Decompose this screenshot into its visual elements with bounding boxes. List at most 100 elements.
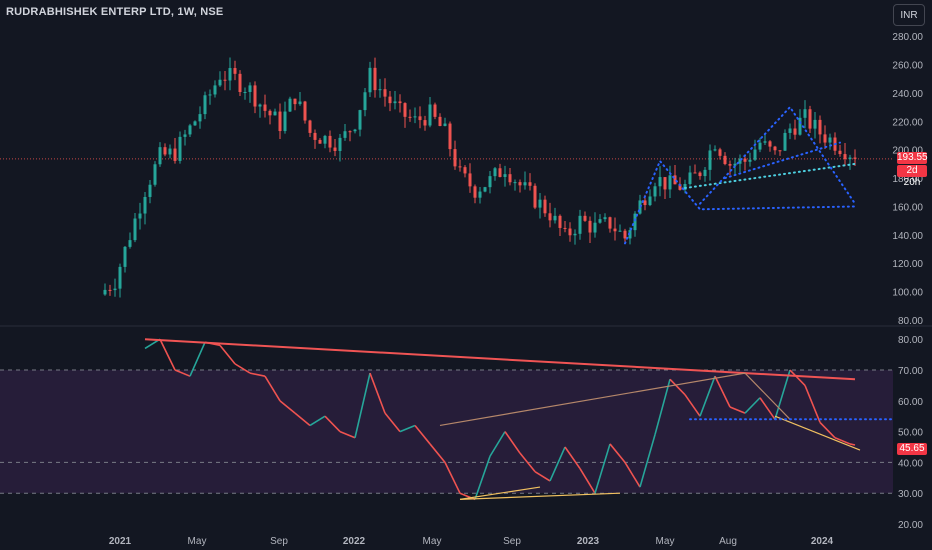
currency-button[interactable]: INR [893,4,925,26]
candle-body [118,266,122,289]
candle-body [808,109,812,129]
candle-body [408,116,412,118]
candle-body [508,174,512,183]
rsi-line-segment [324,415,341,433]
rsi-line-segment [744,397,761,414]
candle-body [233,68,237,74]
candle-body [528,182,532,186]
rsi-axis-tick: 20.00 [898,520,923,531]
rsi-axis-tick: 80.00 [898,335,923,346]
candle-body [718,149,722,156]
rsi-axis-tick: 70.00 [898,366,923,377]
rsi-value-label: 45.65 [897,443,927,455]
candle-body [783,132,787,151]
candle-body [653,186,657,197]
price-axis-tick: 260.00 [892,61,923,72]
rsi-axis-tick: 30.00 [898,489,923,500]
rsi-line-segment [249,372,266,377]
candle-body [583,215,587,221]
rsi-line-segment [579,468,596,494]
candle-body [843,154,847,160]
rsi-line-segment [804,385,821,423]
price-dotted-trendline [699,105,856,205]
candle-body [713,149,717,151]
candle-body [623,230,627,239]
candle-body [673,175,677,185]
candle-body [403,103,407,117]
candle-body [663,177,667,190]
price-axis-tick: 240.00 [892,89,923,100]
rsi-line-segment [669,378,686,396]
candle-body [558,215,562,228]
time-axis-tick: 2024 [811,536,834,547]
candle-body [758,142,762,150]
candle-body [458,166,462,168]
candle-body [588,220,592,233]
candle-body [483,187,487,192]
price-axis-tick: 100.00 [892,288,923,299]
candle-body [183,134,187,137]
rsi-line-segment [594,443,611,494]
rsi-line-segment [189,341,206,377]
candle-body [433,104,437,117]
candle-body [548,213,552,221]
candle-body [328,135,332,148]
candle-body [773,146,777,151]
candle-body [153,164,157,185]
candle-body [563,227,567,229]
candle-body [463,167,467,174]
rsi-line-segment [564,446,581,470]
candle-body [788,128,792,133]
time-axis-tick: 2021 [109,536,132,547]
candle-body [533,185,537,208]
rsi-line-segment [279,400,296,414]
symbol-title: RUDRABHISHEK ENTERP LTD, 1W, NSE [6,6,224,18]
rsi-trendline [459,492,621,500]
candle-body [203,95,207,115]
candle-body [728,164,732,166]
candle-body [428,104,432,126]
price-dotted-trendline [724,141,841,180]
candle-body [373,67,377,91]
candle-body [613,228,617,232]
candle-body [793,128,797,135]
candle-body [258,104,262,107]
rsi-trendline [744,372,791,420]
candle-body [343,131,347,138]
candle-body [163,147,167,155]
candle-body [353,129,357,132]
candle-body [633,213,637,231]
time-axis-tick: May [188,536,207,547]
candle-body [823,134,827,143]
candle-body [208,94,212,96]
candle-body [768,141,772,147]
candle-body [538,199,542,208]
rsi-axis-tick: 50.00 [898,428,923,439]
rsi-line-segment [624,461,641,488]
candle-body [148,184,152,197]
candle-body [143,196,147,214]
candle-body [213,85,217,95]
candle-body [598,219,602,223]
time-axis-tick: Sep [503,536,521,547]
bar-countdown-label: 2d 20h [897,165,927,188]
candle-body [733,163,737,166]
candle-body [648,196,652,206]
candle-body [608,217,612,229]
price-dotted-trendline [684,162,856,190]
last-price-label: 193.55 [897,152,928,164]
price-axis-tick: 200.00 [892,146,923,157]
rsi-line-segment [639,434,656,488]
rsi-line-segment [429,443,446,463]
rsi-line-segment [174,369,191,377]
price-axis-tick: 160.00 [892,202,923,213]
candle-body [683,184,687,190]
candle-body [643,200,647,206]
candle-body [198,114,202,122]
price-axis-tick: 120.00 [892,259,923,270]
candle-body [298,101,302,105]
rsi-trendline [774,415,861,451]
rsi-line-segment [759,397,776,420]
candle-body [193,121,197,126]
